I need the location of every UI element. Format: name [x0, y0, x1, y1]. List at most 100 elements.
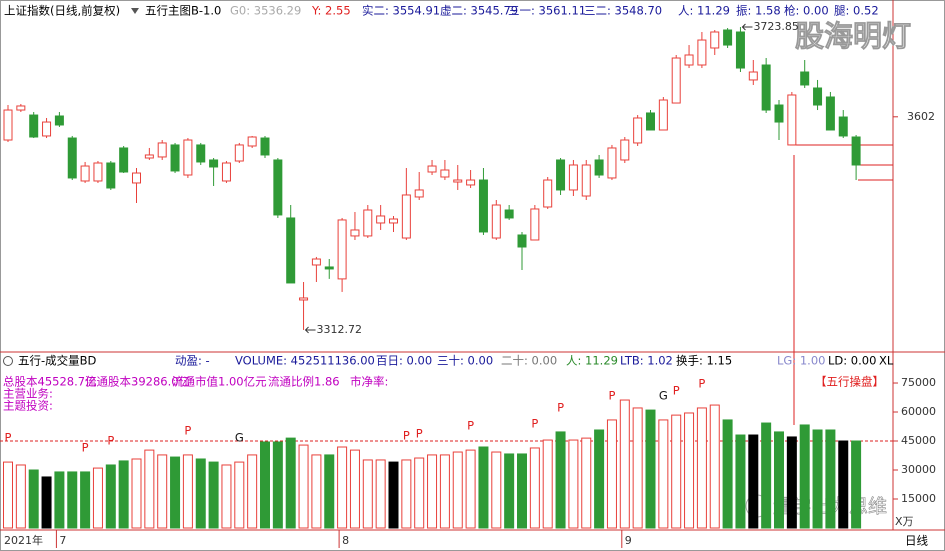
signal-label: P — [5, 431, 12, 445]
header-item: 百日: 0.00 — [376, 354, 432, 368]
volume-bar — [272, 441, 283, 529]
candle-body — [453, 179, 463, 183]
volume-bar — [645, 409, 656, 529]
candle-body — [504, 209, 514, 219]
candle-body — [311, 258, 321, 266]
volume-bar — [195, 458, 206, 529]
volume-bar — [504, 453, 515, 529]
candle-body — [825, 96, 835, 131]
annotation: 3312.72 — [317, 323, 363, 336]
volume-bar — [311, 454, 322, 529]
volume-bar — [349, 449, 360, 529]
volume-bar — [15, 464, 26, 529]
candle-body — [144, 154, 154, 159]
volume-bar — [671, 414, 682, 529]
header-item: LTB: 1.02 — [620, 354, 673, 368]
unit-label: X万 — [895, 515, 914, 528]
volume-bar — [362, 459, 373, 529]
candle-body — [29, 114, 39, 138]
x-tick-label: 8 — [342, 534, 349, 547]
candle-body — [658, 99, 668, 131]
candle-body — [260, 137, 270, 156]
candle-body — [389, 218, 398, 224]
candle-body — [466, 179, 476, 186]
volume-bar — [80, 471, 91, 529]
badge: 【五行操盘】 — [815, 375, 884, 389]
volume-bar — [92, 467, 103, 529]
candle-body — [401, 194, 411, 239]
candle-body — [440, 169, 450, 178]
panel-icon[interactable] — [3, 356, 13, 366]
volume-bar — [221, 464, 232, 529]
indicator-name[interactable]: 五行主图B-1.0 — [145, 4, 221, 18]
volume-bar — [208, 461, 219, 529]
signal-label: G — [659, 388, 668, 402]
annotation-arrow — [741, 23, 753, 31]
candle-body — [517, 234, 527, 248]
volume-bar — [401, 459, 412, 529]
indicator-name[interactable]: 五行-成交量BD — [18, 354, 97, 368]
x-tick-label: 9 — [625, 534, 632, 547]
candle-body — [273, 159, 283, 216]
volume-bar — [709, 404, 720, 529]
volume-bar — [182, 454, 193, 529]
volume-bar — [748, 434, 759, 529]
year-label: 2021年 — [4, 533, 43, 547]
period-label[interactable]: 日线 — [905, 534, 928, 548]
signal-label: P — [531, 416, 538, 430]
y-tick-label: 45000 — [901, 434, 936, 447]
candle-body — [633, 117, 643, 144]
signal-label: P — [608, 388, 615, 402]
volume-bar — [247, 454, 258, 529]
candle-body — [3, 109, 13, 141]
header-item: 三十: 0.00 — [437, 354, 493, 368]
y-tick-label: 60000 — [901, 405, 936, 418]
candle-body — [247, 136, 257, 147]
dropdown[interactable] — [131, 8, 139, 14]
volume-bar — [414, 457, 425, 529]
volume-bar — [105, 464, 116, 529]
volume-bar — [774, 431, 784, 529]
candle-body — [286, 217, 296, 284]
volume-bar — [234, 461, 245, 529]
volume-bar — [761, 422, 772, 529]
candle-body — [299, 297, 309, 301]
volume-bar — [131, 458, 142, 529]
candle-body — [67, 137, 77, 179]
header-item: 人: 11.29 — [566, 354, 618, 368]
volume-bar — [568, 439, 579, 529]
volume-bar — [144, 449, 155, 529]
signal-label: P — [403, 428, 410, 442]
candle-body — [710, 31, 720, 49]
info-item: 流通股本39286.0亿 — [85, 375, 190, 389]
header-item: VOLUME: 452511136.00 — [235, 354, 375, 368]
signal-label: P — [467, 419, 474, 433]
volume-bar — [427, 454, 438, 529]
y-tick-label: 3602 — [907, 110, 935, 123]
y-tick-label: 75000 — [901, 376, 936, 389]
volume-bar — [388, 461, 399, 529]
candle-body — [337, 219, 347, 280]
candle-body — [221, 162, 231, 182]
candle-body — [132, 172, 141, 184]
candle-body — [697, 39, 707, 66]
candle-body — [414, 189, 424, 198]
volume-bar — [529, 447, 540, 529]
volume-bar — [632, 407, 643, 529]
info-item: 主题投资: — [3, 399, 53, 413]
header-item: 换手: 1.15 — [676, 354, 732, 368]
candle-body — [376, 215, 386, 224]
volume-bar — [439, 454, 450, 529]
volume-bar — [170, 456, 181, 529]
candle-body — [735, 31, 745, 69]
header-item: 动盈: - — [175, 354, 210, 368]
volume-bar — [298, 444, 309, 529]
candle-body — [530, 208, 540, 241]
header-item: 人: 11.29 — [678, 4, 730, 18]
candle-body — [556, 159, 566, 191]
candle-body — [774, 104, 784, 123]
candle-body — [838, 116, 848, 137]
signal-label: P — [416, 427, 423, 441]
candle-body — [234, 144, 244, 162]
